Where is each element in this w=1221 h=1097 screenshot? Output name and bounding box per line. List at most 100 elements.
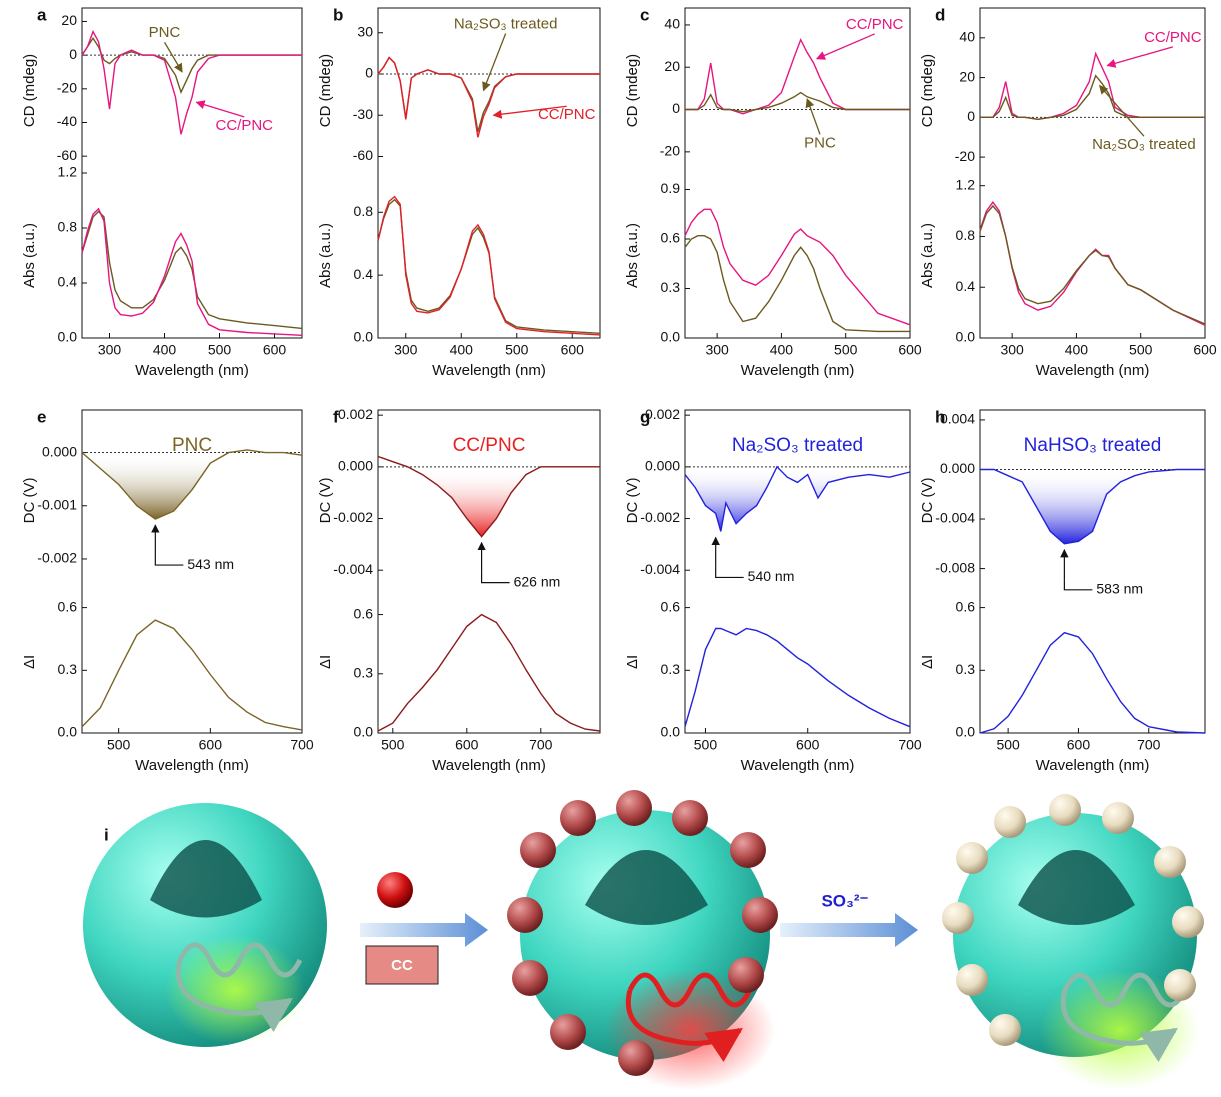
x-tick-label: 500	[505, 342, 529, 358]
series-label: PNC	[149, 24, 181, 41]
y-tick-label: 0.0	[354, 724, 374, 740]
panel-title: Na₂SO₃ treated	[732, 435, 863, 456]
x-tick-label: 300	[705, 342, 729, 358]
peak-label: 543 nm	[187, 556, 234, 572]
line	[979, 631, 1206, 734]
y-tick-label: -20	[57, 80, 77, 96]
y-tick-label: 0.002	[645, 406, 680, 422]
x-tick-label: 300	[98, 342, 122, 358]
panel-letter: h	[935, 407, 945, 426]
x-axis-label: Wavelength (nm)	[1036, 362, 1150, 379]
y-tick-label: -40	[57, 113, 77, 129]
x-tick-label: 600	[455, 737, 479, 753]
cc-label: CC	[391, 957, 413, 974]
y-axis-label: CD (mdeg)	[21, 54, 38, 127]
peak-leader	[481, 572, 510, 584]
line	[81, 207, 303, 336]
plot-frame	[979, 7, 1206, 339]
cc-shell	[507, 790, 778, 1076]
line	[81, 29, 302, 135]
line	[980, 74, 1205, 121]
y-tick-label: 0.000	[42, 443, 77, 459]
y-tick-label: 0.3	[58, 661, 78, 677]
y-tick-label: 0	[672, 100, 680, 116]
x-axis-label: Wavelength (nm)	[432, 757, 546, 774]
y-axis-label: DC (V)	[21, 478, 38, 524]
y-tick-label: 0.000	[338, 458, 373, 474]
panel-letter: b	[333, 5, 343, 24]
x-axis-label: Wavelength (nm)	[1036, 757, 1150, 774]
x-tick-label: 500	[107, 737, 131, 753]
y-tick-label: 20	[664, 58, 680, 74]
annotation-arrow	[805, 98, 821, 135]
y-axis-label: Abs (a.u.)	[919, 223, 936, 288]
panel-letter: g	[640, 407, 650, 426]
annotation-arrow	[492, 105, 567, 119]
helix	[625, 972, 750, 1043]
y-tick-label: 0.3	[661, 661, 681, 677]
plot-frame	[377, 7, 601, 339]
area	[980, 469, 1205, 544]
arrow	[360, 913, 488, 947]
panel-letter: c	[640, 5, 649, 24]
line	[377, 195, 601, 336]
cc-molecule	[377, 872, 413, 908]
panel-title: NaHSO₃ treated	[1024, 435, 1162, 456]
annotation-arrow	[195, 100, 245, 118]
x-tick-label: 700	[529, 737, 553, 753]
y-tick-label: 0	[967, 108, 975, 124]
panel-letter: d	[935, 5, 945, 24]
line	[979, 201, 1206, 326]
y-tick-label: 0.8	[58, 219, 78, 235]
panel-title: CC/PNC	[453, 435, 526, 456]
line	[81, 619, 303, 731]
series-label: CC/PNC	[215, 117, 273, 134]
y-tick-label: 0.0	[661, 329, 681, 345]
helix	[175, 942, 300, 1013]
x-tick-label: 600	[1193, 342, 1217, 358]
y-tick-label: -0.004	[640, 561, 680, 577]
plot-frame	[684, 7, 911, 339]
line	[81, 449, 303, 520]
y-axis-label: Abs (a.u.)	[21, 223, 38, 288]
annotation-arrow	[1106, 46, 1174, 68]
y-tick-label: 20	[61, 12, 77, 28]
y-tick-label: 1.2	[956, 176, 976, 192]
x-axis-label: Wavelength (nm)	[135, 362, 249, 379]
line	[377, 613, 601, 732]
y-tick-label: 40	[959, 29, 975, 45]
series-label: CC/PNC	[1144, 29, 1202, 46]
x-tick-label: 500	[381, 737, 405, 753]
annotation-arrow	[815, 33, 875, 60]
x-tick-label: 400	[153, 342, 177, 358]
x-axis-label: Wavelength (nm)	[741, 757, 855, 774]
area	[378, 466, 600, 537]
y-tick-label: -0.002	[333, 509, 373, 525]
x-tick-label: 700	[290, 737, 314, 753]
peak-leader	[715, 567, 744, 579]
y-tick-label: 0.000	[645, 458, 680, 474]
y-tick-label: 0.4	[58, 274, 78, 290]
y-axis-label: DC (V)	[919, 478, 936, 524]
panel-title: PNC	[172, 435, 212, 456]
y-tick-label: 0.8	[354, 203, 374, 219]
y-tick-label: 40	[664, 16, 680, 32]
area	[82, 452, 302, 520]
arrow	[780, 913, 918, 947]
y-tick-label: 20	[959, 68, 975, 84]
y-tick-label: 0	[69, 46, 77, 62]
y-axis-label: CD (mdeg)	[919, 54, 936, 127]
peak-label: 540 nm	[748, 568, 795, 584]
line	[684, 627, 911, 728]
y-axis-label: CD (mdeg)	[317, 54, 334, 127]
line	[980, 468, 1205, 545]
x-tick-label: 300	[1000, 342, 1024, 358]
panel-letter: e	[37, 407, 46, 426]
x-axis-label: Wavelength (nm)	[135, 757, 249, 774]
panel-letter: f	[333, 407, 339, 426]
y-axis-label: Abs (a.u.)	[624, 223, 641, 288]
plot-frame	[684, 409, 911, 734]
line	[685, 91, 910, 113]
cutaway	[1018, 850, 1135, 925]
y-tick-label: -30	[353, 106, 373, 122]
